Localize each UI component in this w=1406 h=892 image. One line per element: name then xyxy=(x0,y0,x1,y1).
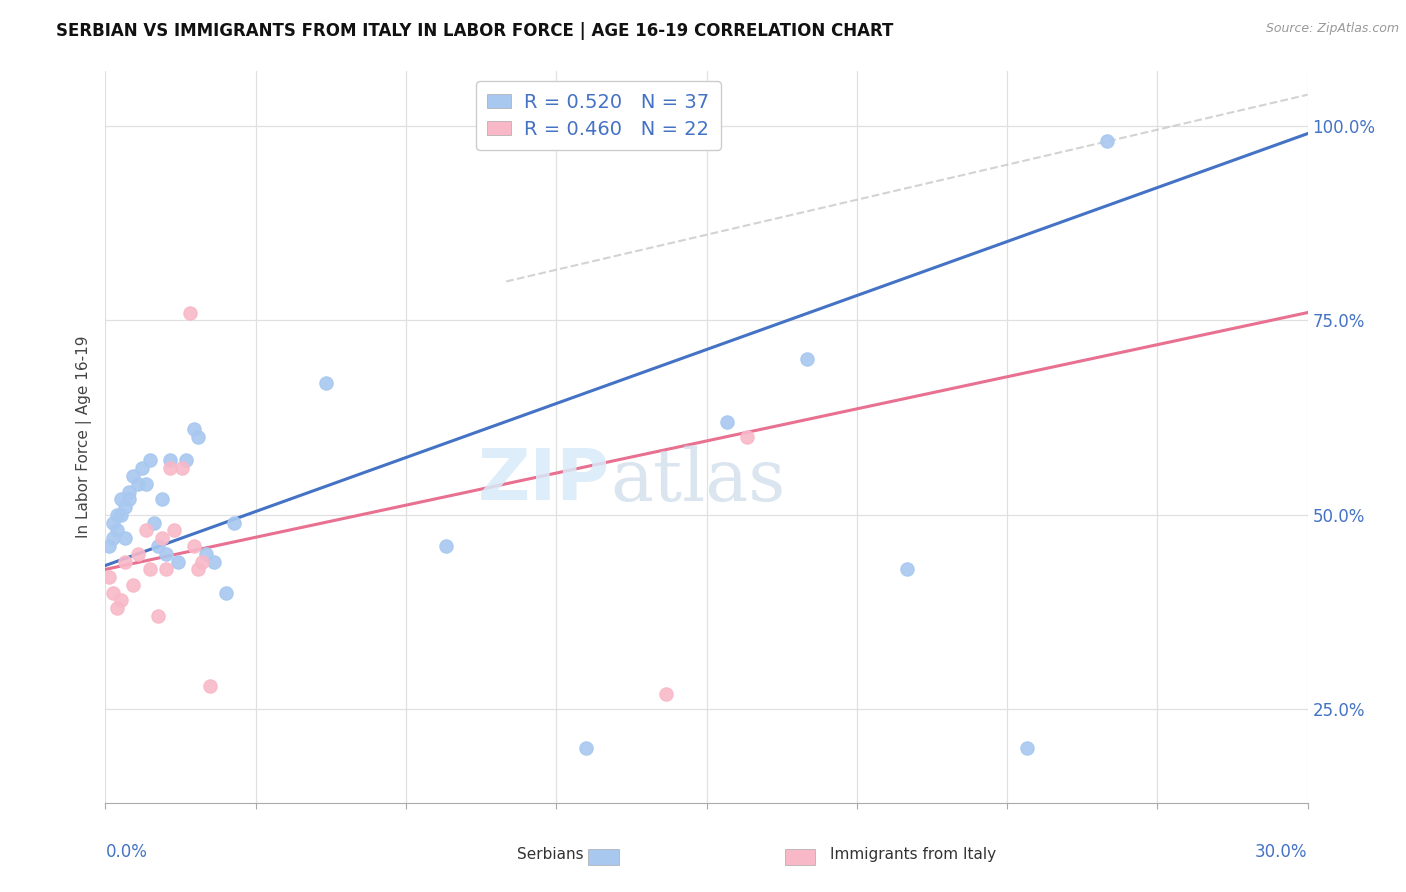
Point xyxy=(127,476,149,491)
Text: 30.0%: 30.0% xyxy=(1256,843,1308,861)
Point xyxy=(122,578,145,592)
Point xyxy=(183,539,205,553)
Point xyxy=(150,531,173,545)
Point xyxy=(434,539,457,553)
Point xyxy=(1017,741,1039,756)
Point xyxy=(135,476,157,491)
Point xyxy=(214,585,236,599)
Point xyxy=(98,570,121,584)
Point xyxy=(159,453,181,467)
Point xyxy=(118,492,141,507)
Point xyxy=(190,555,212,569)
Point xyxy=(187,562,209,576)
Point xyxy=(118,484,141,499)
Point xyxy=(110,593,132,607)
Point xyxy=(183,422,205,436)
Point xyxy=(179,305,201,319)
Point xyxy=(138,562,160,576)
Point xyxy=(166,555,188,569)
Text: Serbians: Serbians xyxy=(517,847,583,862)
Point xyxy=(202,555,225,569)
Point xyxy=(110,492,132,507)
Point xyxy=(131,461,153,475)
Text: Source: ZipAtlas.com: Source: ZipAtlas.com xyxy=(1265,22,1399,36)
Point xyxy=(107,524,129,538)
Point xyxy=(107,601,129,615)
Text: ZIP: ZIP xyxy=(478,447,610,516)
Point xyxy=(103,516,125,530)
Point xyxy=(127,547,149,561)
Point xyxy=(796,352,818,367)
Y-axis label: In Labor Force | Age 16-19: In Labor Force | Age 16-19 xyxy=(76,335,91,539)
Point xyxy=(146,539,169,553)
Point xyxy=(655,687,678,701)
Point xyxy=(162,524,184,538)
Point xyxy=(142,516,165,530)
Point xyxy=(575,741,598,756)
Point xyxy=(135,524,157,538)
Point xyxy=(222,516,245,530)
Point xyxy=(107,508,129,522)
Text: Immigrants from Italy: Immigrants from Italy xyxy=(830,847,995,862)
Point xyxy=(110,508,132,522)
Point xyxy=(114,531,136,545)
Point xyxy=(138,453,160,467)
Point xyxy=(735,430,758,444)
Point xyxy=(896,562,918,576)
Legend: R = 0.520   N = 37, R = 0.460   N = 22: R = 0.520 N = 37, R = 0.460 N = 22 xyxy=(475,81,721,150)
Point xyxy=(1097,135,1119,149)
Text: 0.0%: 0.0% xyxy=(105,843,148,861)
Point xyxy=(114,500,136,515)
Point xyxy=(146,609,169,624)
Point xyxy=(155,547,177,561)
Point xyxy=(716,415,738,429)
Point xyxy=(174,453,197,467)
Text: SERBIAN VS IMMIGRANTS FROM ITALY IN LABOR FORCE | AGE 16-19 CORRELATION CHART: SERBIAN VS IMMIGRANTS FROM ITALY IN LABO… xyxy=(56,22,894,40)
Text: atlas: atlas xyxy=(610,446,786,516)
Point xyxy=(187,430,209,444)
Point xyxy=(198,679,221,693)
Point xyxy=(150,492,173,507)
Point xyxy=(159,461,181,475)
Point xyxy=(315,376,337,390)
Point xyxy=(155,562,177,576)
Point xyxy=(103,531,125,545)
Point xyxy=(170,461,193,475)
Point xyxy=(98,539,121,553)
Point xyxy=(103,585,125,599)
Point xyxy=(122,469,145,483)
Point xyxy=(114,555,136,569)
Point xyxy=(194,547,217,561)
